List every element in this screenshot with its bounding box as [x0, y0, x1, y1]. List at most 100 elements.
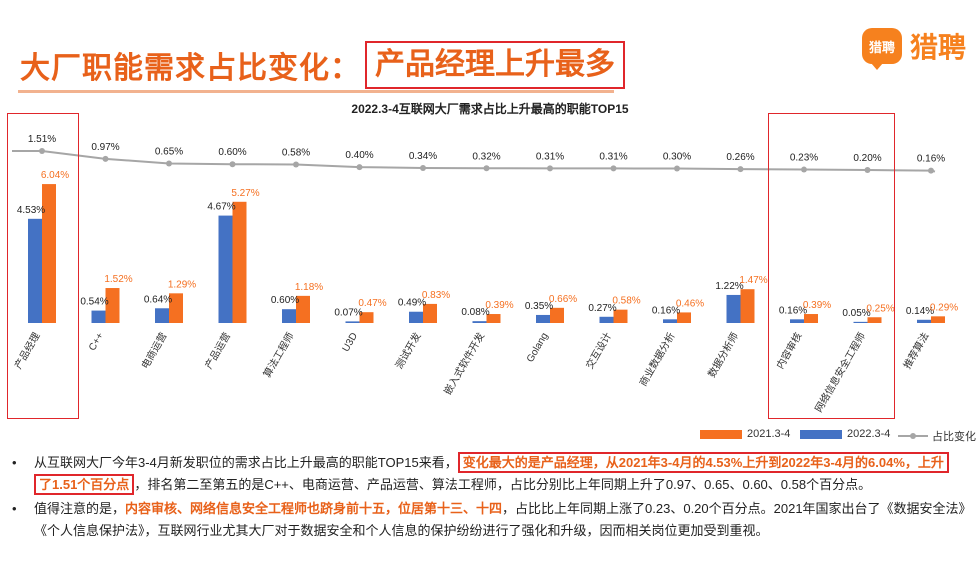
- category-label-11: 数据分析师: [705, 330, 741, 380]
- notes: • 从互联网大厂今年3-4月新发职位的需求占比上升最高的职能TOP15来看， 变化…: [10, 452, 970, 542]
- bar-2021-0: [42, 184, 56, 323]
- label-2021-11: 1.47%: [739, 275, 767, 286]
- legend-item-2022: 2022.3-4: [800, 428, 890, 440]
- label-change-2: 0.65%: [155, 146, 183, 157]
- bar-2021-5: [359, 312, 374, 323]
- label-2022-4: 0.60%: [271, 295, 299, 306]
- label-change-7: 0.32%: [472, 151, 500, 162]
- bar-2021-14: [931, 316, 945, 323]
- bar-2022-3: [218, 215, 233, 323]
- label-2022-9: 0.27%: [588, 303, 616, 314]
- bar-2021-6: [423, 303, 437, 323]
- label-change-1: 0.97%: [91, 142, 119, 153]
- title-underline: [18, 90, 614, 93]
- label-2022-13: 0.05%: [842, 308, 870, 319]
- bar-2021-11: [740, 289, 755, 323]
- label-2022-14: 0.14%: [906, 306, 934, 317]
- liepin-logo: 猎聘 猎聘: [862, 26, 967, 70]
- bar-2021-4: [296, 295, 310, 323]
- label-change-8: 0.31%: [536, 151, 564, 162]
- legend-swatch-2022: [800, 429, 842, 439]
- change-point-10: [674, 165, 680, 172]
- label-2021-3: 5.27%: [231, 188, 259, 199]
- label-change-10: 0.30%: [663, 152, 691, 163]
- legend-swatch-2021: [700, 429, 742, 439]
- change-point-6: [420, 164, 426, 171]
- title-highlight: 产品经理上升最多: [365, 41, 625, 89]
- label-2021-2: 1.29%: [168, 279, 196, 290]
- highlight-box-security: [768, 113, 895, 419]
- bar-2021-12: [804, 314, 818, 323]
- label-2022-3: 4.67%: [207, 202, 235, 213]
- label-2022-0: 4.53%: [17, 205, 45, 216]
- label-2021-6: 0.83%: [422, 290, 450, 301]
- category-label-4: 算法工程师: [260, 330, 296, 380]
- bar-2021-2: [169, 293, 183, 323]
- bar-2022-6: [409, 311, 423, 323]
- logo-badge-icon: 猎聘: [862, 28, 902, 70]
- note-2: • 值得注意的是，内容审核、网络信息安全工程师也跻身前十五，位居第十三、十四，占…: [10, 498, 970, 542]
- label-2021-13: 0.25%: [866, 303, 894, 314]
- label-2021-10: 0.46%: [676, 298, 704, 309]
- bar-2021-10: [677, 312, 691, 323]
- label-2021-7: 0.39%: [485, 300, 513, 311]
- category-label-9: 交互设计: [583, 330, 614, 371]
- bullet-icon: •: [12, 501, 17, 516]
- label-2021-14: 0.29%: [930, 302, 958, 313]
- bar-line-chart: 2022.3-4互联网大厂需求占比上升最高的职能TOP15 4.53% 6.04%…: [11, 101, 958, 414]
- bar-2022-11: [726, 294, 741, 323]
- label-2022-1: 0.54%: [80, 297, 108, 308]
- label-2022-10: 0.16%: [652, 305, 680, 316]
- bar-2021-9: [613, 309, 628, 323]
- category-label-7: 嵌入式软件开发: [441, 330, 487, 397]
- label-change-5: 0.40%: [345, 150, 373, 161]
- bar-2022-8: [536, 314, 550, 323]
- change-point-13: [864, 166, 871, 173]
- label-change-3: 0.60%: [218, 147, 246, 158]
- label-2021-1: 1.52%: [104, 274, 132, 285]
- highlight-box-product-manager: [7, 113, 79, 419]
- legend-label-change: 占比变化: [932, 431, 976, 443]
- bar-2022-1: [91, 310, 106, 323]
- label-change-13: 0.20%: [853, 153, 881, 164]
- change-point-4: [293, 161, 299, 168]
- category-label-3: 产品运营: [202, 330, 233, 371]
- bar-2022-4: [282, 309, 296, 323]
- legend-label-2021: 2021.3-4: [747, 428, 791, 440]
- change-point-8: [547, 165, 553, 172]
- label-change-12: 0.23%: [790, 153, 818, 164]
- label-change-0: 1.51%: [28, 134, 56, 145]
- label-2022-5: 0.07%: [334, 307, 362, 318]
- note-1-highlight-a: 变化最大的是产品经理，从2021年3-4月的4.53%上升到2022年3-4月的…: [457, 452, 949, 473]
- change-point-9: [610, 165, 617, 172]
- label-change-6: 0.34%: [409, 151, 437, 162]
- chart-title: 2022.3-4互联网大厂需求占比上升最高的职能TOP15: [351, 101, 628, 116]
- label-2022-8: 0.35%: [525, 301, 553, 312]
- note-1-text-a: 从互联网大厂今年3-4月新发职位的需求占比上升最高的职能TOP15来看，: [34, 455, 458, 470]
- change-point-14: [928, 167, 934, 174]
- logo-text: 猎聘: [910, 32, 967, 63]
- category-label-2: 电商运营: [138, 330, 169, 371]
- labels-layer: 4.53% 6.04% 1.51% 0.54% 1.52% 0.97% 0.64% 1.29%…: [17, 134, 958, 319]
- bars-layer: [28, 184, 945, 323]
- note-1-highlight-b: 了1.51个百分点: [34, 474, 135, 495]
- title-prefix: 大厂职能需求占比变化：: [20, 52, 361, 85]
- category-label-6: 测试开发: [392, 330, 423, 371]
- label-2022-6: 0.49%: [398, 298, 426, 309]
- note-1-text-d: ，排名第二至第五的是C++、电商运营、产品运营、算法工程师，占比分别比上年同期上…: [134, 477, 872, 492]
- bar-2022-9: [599, 316, 614, 323]
- label-change-4: 0.58%: [282, 147, 310, 158]
- change-point-2: [166, 160, 172, 167]
- label-2021-9: 0.58%: [612, 296, 640, 307]
- change-point-7: [483, 165, 490, 172]
- bar-2022-2: [155, 308, 169, 323]
- bar-2022-0: [28, 218, 42, 323]
- label-2021-5: 0.47%: [358, 298, 386, 309]
- change-point-12: [801, 166, 807, 173]
- label-2021-4: 1.18%: [295, 282, 323, 293]
- change-point-3: [229, 161, 236, 168]
- legend-label-2022: 2022.3-4: [847, 428, 891, 440]
- label-2022-12: 0.16%: [779, 305, 807, 316]
- label-2021-8: 0.66%: [549, 294, 577, 305]
- label-change-14: 0.16%: [917, 154, 945, 165]
